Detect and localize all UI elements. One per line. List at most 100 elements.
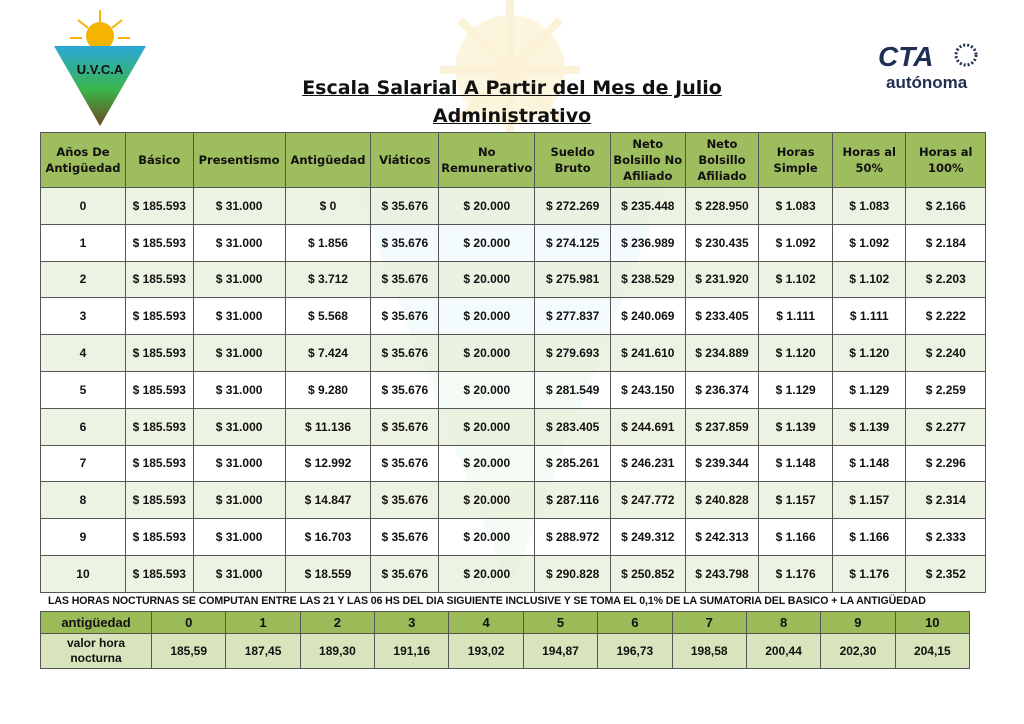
table-cell: $ 243.150: [609, 370, 686, 409]
column-header: Antigüedad: [284, 132, 372, 188]
table-row: 2 $ 185.593 $ 31.000 $ 3.712 $ 35.676 $ 20.00…: [40, 260, 986, 299]
table-cell: $ 1.139: [831, 407, 907, 446]
night-value-cell: 187,45: [225, 633, 301, 669]
table-cell: $ 14.847: [284, 481, 372, 520]
night-year-cell: 8: [745, 611, 822, 634]
table-cell: $ 31.000: [192, 334, 286, 372]
table-cell: $ 31.000: [192, 444, 286, 483]
page-title: Escala Salarial A Partir del Mes de Juli…: [302, 77, 722, 99]
table-cell: $ 247.772: [609, 481, 686, 520]
table-cell: $ 12.992: [284, 444, 372, 483]
table-cell: $ 2.222: [905, 297, 986, 336]
table-cell: $ 185.593: [124, 481, 194, 520]
svg-text:U.V.C.A: U.V.C.A: [77, 62, 124, 77]
table-cell: $ 35.676: [370, 407, 440, 446]
table-cell: $ 234.889: [684, 334, 760, 372]
table-cell: $ 20.000: [438, 223, 536, 262]
table-cell: $ 1.083: [831, 187, 907, 225]
table-cell: $ 20.000: [438, 297, 536, 336]
table-cell: $ 20.000: [438, 260, 536, 299]
table-cell: $ 16.703: [284, 518, 372, 556]
table-cell: $ 244.691: [609, 407, 686, 446]
column-header: Horas Simple: [758, 132, 833, 188]
table-cell: $ 1.166: [758, 518, 833, 556]
column-header: Años De Antigüedad: [40, 132, 126, 188]
table-cell: $ 275.981: [534, 260, 611, 299]
table-cell: $ 185.593: [124, 187, 194, 225]
night-hours-table: antigüedad 0 1 2 3 4 5 6 7 8 9 10 valor hora noctu…: [40, 611, 971, 669]
table-cell: 7: [40, 444, 126, 483]
night-year-cell: 2: [299, 611, 376, 634]
table-cell: $ 279.693: [534, 334, 611, 372]
row-label-valor-hora-nocturna: valor hora nocturna: [40, 633, 152, 669]
table-cell: $ 2.240: [905, 334, 986, 372]
table-cell: $ 185.593: [124, 407, 194, 446]
table-cell: $ 2.184: [905, 223, 986, 262]
night-year-cell: 4: [448, 611, 524, 634]
column-header: No Remunerativo: [438, 132, 536, 188]
table-cell: $ 20.000: [438, 481, 536, 520]
table-cell: $ 35.676: [370, 444, 440, 483]
table-cell: $ 185.593: [124, 370, 194, 409]
cta-autonoma-logo: CTA autónoma: [878, 41, 978, 92]
table-cell: $ 20.000: [438, 554, 536, 593]
table-cell: $ 35.676: [370, 481, 440, 520]
table-cell: $ 31.000: [192, 518, 286, 556]
table-header-row: Años De Antigüedad Básico Presentismo Antig…: [40, 132, 986, 188]
table-cell: $ 231.920: [684, 260, 760, 299]
table-cell: $ 1.148: [831, 444, 907, 483]
table-cell: $ 228.950: [684, 187, 760, 225]
table-cell: $ 236.989: [609, 223, 686, 262]
table-cell: $ 35.676: [370, 223, 440, 262]
table-cell: $ 233.405: [684, 297, 760, 336]
table-cell: $ 35.676: [370, 370, 440, 409]
table-cell: $ 2.259: [905, 370, 986, 409]
table-cell: $ 1.111: [758, 297, 833, 336]
table-cell: $ 31.000: [192, 370, 286, 409]
column-header: Neto Bolsillo No Afiliado: [609, 132, 686, 188]
table-row: 7 $ 185.593 $ 31.000 $ 12.992 $ 35.676 $ 20.0…: [40, 444, 986, 483]
table-cell: $ 185.593: [124, 260, 194, 299]
night-value-cell: 191,16: [374, 633, 450, 669]
table-cell: $ 185.593: [124, 518, 194, 556]
table-cell: $ 5.568: [284, 297, 372, 336]
night-year-cell: 1: [225, 611, 301, 634]
night-year-cell: 0: [150, 611, 227, 634]
column-header: Sueldo Bruto: [534, 132, 611, 188]
night-year-cell: 5: [522, 611, 599, 634]
column-header: Horas al 100%: [905, 132, 986, 188]
table-cell: $ 185.593: [124, 334, 194, 372]
table-cell: $ 1.083: [758, 187, 833, 225]
table-cell: $ 240.069: [609, 297, 686, 336]
svg-text:autónoma: autónoma: [886, 73, 968, 92]
table-cell: $ 1.092: [758, 223, 833, 262]
table-cell: $ 1.176: [758, 554, 833, 593]
table-cell: $ 2.352: [905, 554, 986, 593]
table-cell: $ 287.116: [534, 481, 611, 520]
table-cell: $ 0: [284, 187, 372, 225]
table-cell: $ 1.856: [284, 223, 372, 262]
table-cell: 5: [40, 370, 126, 409]
table-cell: $ 1.120: [831, 334, 907, 372]
salary-table: Años De Antigüedad Básico Presentismo Antig…: [40, 132, 986, 593]
table-row: 8 $ 185.593 $ 31.000 $ 14.847 $ 35.676 $ 20.0…: [40, 481, 986, 520]
table-cell: $ 237.859: [684, 407, 760, 446]
table-cell: $ 20.000: [438, 518, 536, 556]
night-year-cell: 7: [671, 611, 747, 634]
table-cell: $ 185.593: [124, 297, 194, 336]
table-cell: $ 9.280: [284, 370, 372, 409]
table-cell: $ 18.559: [284, 554, 372, 593]
table-cell: $ 1.139: [758, 407, 833, 446]
night-value-cell: 196,73: [597, 633, 673, 669]
table-cell: $ 35.676: [370, 260, 440, 299]
column-header: Viáticos: [370, 132, 440, 188]
table-row: 1 $ 185.593 $ 31.000 $ 1.856 $ 35.676 $ 20.00…: [40, 223, 986, 262]
table-cell: $ 1.148: [758, 444, 833, 483]
table-cell: $ 20.000: [438, 407, 536, 446]
night-value-cell: 189,30: [299, 633, 376, 669]
table-cell: $ 241.610: [609, 334, 686, 372]
table-cell: $ 7.424: [284, 334, 372, 372]
table-cell: $ 2.333: [905, 518, 986, 556]
table-cell: $ 1.102: [831, 260, 907, 299]
table-cell: $ 1.129: [758, 370, 833, 409]
